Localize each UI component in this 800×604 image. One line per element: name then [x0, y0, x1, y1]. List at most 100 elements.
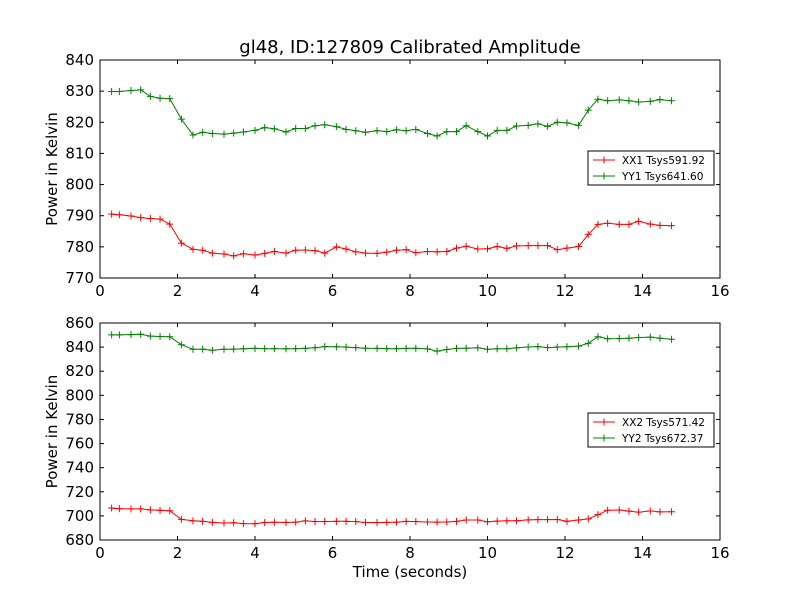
data-point-marker [635, 333, 643, 341]
data-point-marker [443, 518, 451, 526]
data-point-marker [553, 343, 561, 351]
data-point-marker [635, 217, 643, 225]
data-point-marker [261, 249, 269, 257]
x-tick-label: 16 [710, 544, 729, 562]
data-point-marker [423, 518, 431, 526]
data-point-marker [402, 517, 410, 525]
data-point-marker [156, 94, 164, 102]
data-point-marker [433, 347, 441, 355]
data-point-marker [668, 508, 676, 516]
data-point-marker [137, 505, 145, 513]
data-point-marker [656, 96, 664, 104]
data-point-marker [392, 126, 400, 134]
data-point-marker [453, 517, 460, 525]
data-point-marker [301, 517, 309, 525]
data-point-marker [115, 331, 123, 339]
data-point-marker [230, 129, 238, 137]
y-tick-label: 820 [65, 113, 94, 131]
data-point-marker [146, 92, 154, 100]
data-point-marker [156, 506, 164, 514]
y-tick-label: 860 [65, 314, 94, 332]
data-point-marker [625, 220, 633, 228]
data-point-marker [311, 122, 319, 130]
x-tick-label: 6 [328, 544, 338, 562]
data-point-marker [230, 345, 238, 353]
data-point-marker [383, 128, 391, 136]
data-point-marker [261, 519, 269, 527]
y-tick-label: 820 [65, 362, 94, 380]
legend-label: YY2 Tsys672.37 [621, 433, 703, 445]
data-point-marker [383, 345, 391, 353]
data-point-marker [311, 518, 319, 526]
data-point-marker [282, 249, 290, 257]
data-point-marker [412, 125, 420, 133]
data-point-marker [108, 210, 116, 218]
data-point-marker [383, 248, 391, 256]
y-tick-label: 780 [65, 410, 94, 428]
data-point-marker [524, 516, 532, 524]
data-point-marker [127, 505, 135, 513]
x-tick-label: 6 [328, 282, 338, 300]
data-point-marker [503, 126, 511, 134]
data-point-marker [352, 344, 360, 352]
x-tick-label: 16 [710, 282, 729, 300]
data-point-marker [668, 222, 676, 230]
data-point-marker [493, 243, 501, 251]
data-point-marker [342, 517, 350, 525]
data-point-marker [115, 87, 123, 95]
data-point-marker [392, 345, 400, 353]
data-point-marker [373, 344, 381, 352]
data-point-marker [615, 220, 623, 228]
data-point-marker [321, 249, 329, 257]
data-point-marker [412, 344, 420, 352]
legend-swatch-marker [600, 418, 608, 426]
data-point-marker [584, 230, 592, 238]
data-point-marker [493, 126, 501, 134]
data-point-marker [301, 246, 309, 254]
data-point-marker [342, 125, 350, 133]
data-point-marker [239, 345, 247, 353]
data-point-marker [270, 518, 278, 526]
data-point-marker [453, 344, 460, 352]
data-point-marker [544, 242, 552, 250]
data-point-marker [177, 341, 185, 349]
legend-box [587, 150, 715, 186]
data-point-marker [199, 246, 207, 254]
y-tick-label: 770 [65, 269, 94, 287]
data-point-marker [137, 214, 145, 222]
data-point-marker [270, 345, 278, 353]
data-point-marker [474, 516, 482, 524]
data-point-marker [332, 243, 340, 251]
y-tick-label: 800 [65, 176, 94, 194]
data-point-marker [575, 243, 583, 251]
y-tick-label: 800 [65, 386, 94, 404]
data-point-marker [544, 122, 552, 130]
data-point-marker [604, 97, 612, 105]
data-point-marker [199, 345, 207, 353]
data-point-marker [146, 215, 154, 223]
data-point-marker [563, 244, 571, 252]
data-point-marker [604, 506, 612, 514]
data-point-marker [108, 87, 116, 95]
data-point-marker [115, 211, 123, 219]
data-point-marker [342, 343, 350, 351]
data-point-marker [199, 128, 207, 136]
data-point-marker [361, 344, 369, 352]
data-point-marker [635, 98, 643, 106]
data-point-marker [230, 252, 238, 260]
x-tick-label: 4 [250, 282, 260, 300]
data-point-marker [292, 246, 300, 254]
y-tick-label: 840 [65, 51, 94, 69]
data-point-marker [239, 250, 247, 258]
data-point-marker [332, 517, 340, 525]
data-point-marker [292, 518, 300, 526]
data-point-marker [177, 239, 185, 247]
data-point-marker [493, 517, 501, 525]
data-point-marker [321, 121, 329, 129]
data-point-marker [443, 346, 451, 354]
x-tick-label: 14 [633, 544, 652, 562]
data-point-marker [513, 242, 521, 250]
data-point-marker [251, 126, 259, 134]
